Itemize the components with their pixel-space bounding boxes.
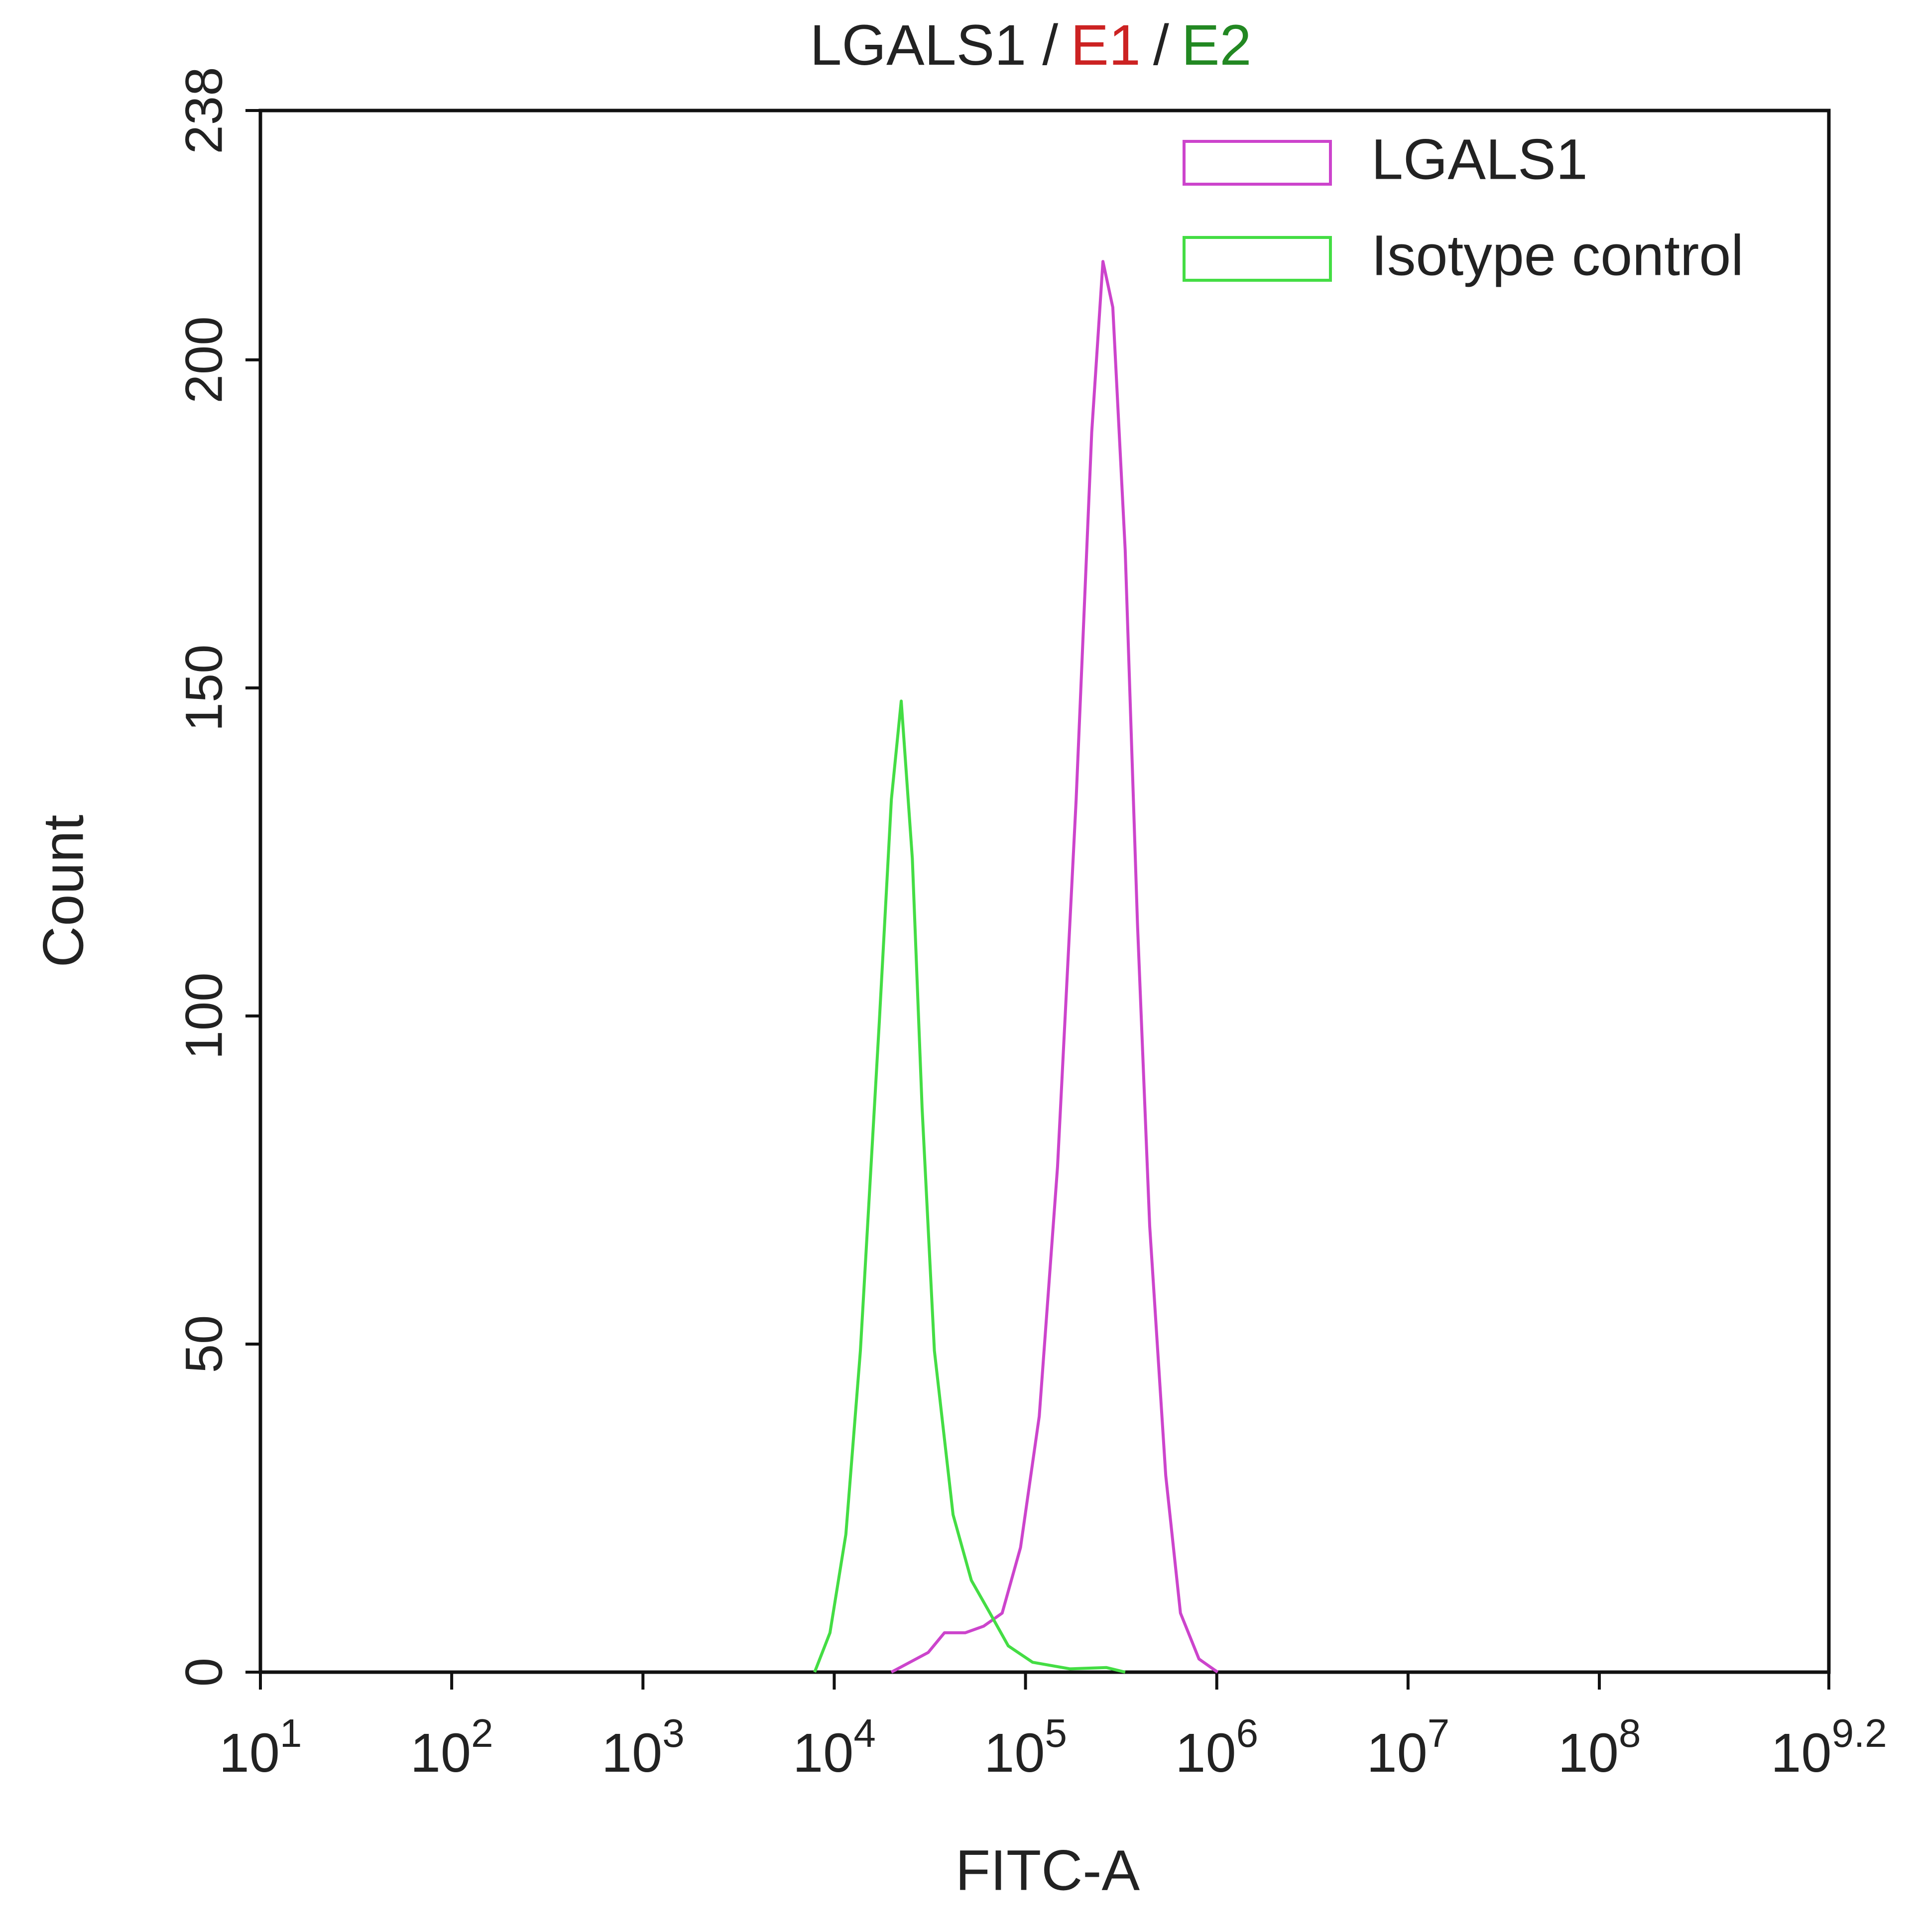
title-part: LGALS1 / xyxy=(810,13,1059,77)
x-tick-exponent: 9.2 xyxy=(1832,1711,1887,1755)
x-tick-label: 105 xyxy=(984,1711,1067,1784)
title-part: / xyxy=(1153,13,1169,77)
y-tick-label: 100 xyxy=(175,972,234,1059)
title-part: E2 xyxy=(1182,13,1252,77)
y-tick-label: 200 xyxy=(175,316,234,403)
series-line xyxy=(813,699,1126,1674)
chart-title: LGALS1 /E1/E2 xyxy=(810,13,1252,77)
plot-frame xyxy=(258,109,1831,1674)
y-tick-label: 150 xyxy=(175,644,234,731)
y-tick-label: 238 xyxy=(175,67,234,154)
x-tick-label: 102 xyxy=(410,1711,493,1784)
y-tick-label: 50 xyxy=(175,1315,234,1373)
y-axis-label: Count xyxy=(31,815,95,968)
legend-swatch xyxy=(1183,140,1332,186)
x-tick-exponent: 3 xyxy=(662,1711,685,1755)
x-tick-exponent: 8 xyxy=(1619,1711,1641,1755)
legend-label: LGALS1 xyxy=(1371,127,1588,191)
x-tick-exponent: 1 xyxy=(280,1711,302,1755)
series-line xyxy=(890,260,1219,1674)
title-part: E1 xyxy=(1071,13,1141,77)
legend-swatch xyxy=(1183,236,1332,282)
x-tick-label: 101 xyxy=(219,1711,302,1784)
x-tick-label: 103 xyxy=(601,1711,685,1784)
x-tick-label: 109.2 xyxy=(1771,1711,1887,1784)
x-tick-label: 107 xyxy=(1366,1711,1449,1784)
x-tick-label: 104 xyxy=(793,1711,876,1784)
x-tick-base: 10 xyxy=(1366,1722,1427,1784)
x-tick-base: 10 xyxy=(793,1722,853,1784)
x-tick-exponent: 7 xyxy=(1428,1711,1450,1755)
x-tick-base: 10 xyxy=(219,1722,280,1784)
x-tick-base: 10 xyxy=(410,1722,471,1784)
x-tick-exponent: 2 xyxy=(471,1711,493,1755)
legend-label: Isotype control xyxy=(1371,224,1744,287)
x-axis-label: FITC-A xyxy=(956,1838,1140,1902)
x-tick-base: 10 xyxy=(1771,1722,1831,1784)
x-tick-label: 108 xyxy=(1558,1711,1641,1784)
x-tick-exponent: 4 xyxy=(853,1711,876,1755)
x-tick-base: 10 xyxy=(601,1722,662,1784)
x-tick-exponent: 6 xyxy=(1236,1711,1259,1755)
y-tick-label: 0 xyxy=(175,1658,234,1687)
x-tick-label: 106 xyxy=(1175,1711,1258,1784)
x-tick-exponent: 5 xyxy=(1045,1711,1068,1755)
x-tick-base: 10 xyxy=(984,1722,1045,1784)
x-tick-base: 10 xyxy=(1175,1722,1236,1784)
x-tick-base: 10 xyxy=(1558,1722,1619,1784)
